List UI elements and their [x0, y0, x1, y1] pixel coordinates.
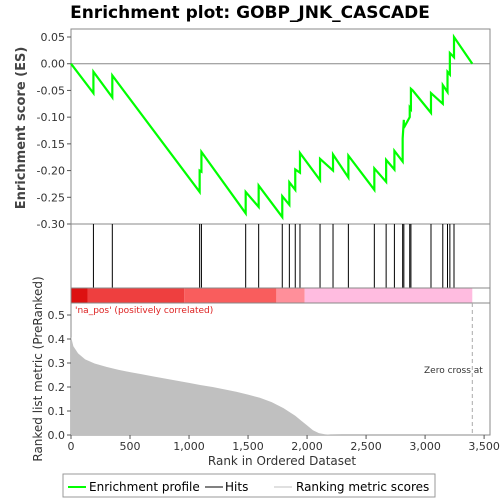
- metric-xtick-label: 0: [68, 440, 75, 453]
- es-ytick-label: -0.20: [37, 165, 65, 178]
- es-ytick-label: -0.30: [37, 218, 65, 231]
- heat-segment: [184, 288, 277, 303]
- heat-segment: [71, 288, 88, 303]
- es-ytick-label: -0.05: [37, 84, 65, 97]
- metric-panel: 'na_pos' (positively correlated) Zero cr…: [31, 276, 500, 468]
- metric-ylabel: Ranked list metric (PreRanked): [31, 276, 45, 461]
- metric-xtick-label: 500: [120, 440, 141, 453]
- heat-segment: [276, 288, 305, 303]
- metric-ytick-label: 0.2: [48, 381, 66, 394]
- heat-segment: [304, 288, 473, 303]
- metric-ytick-label: 0.0: [48, 429, 66, 442]
- metric-xtick-label: 3,500: [468, 440, 500, 453]
- es-ytick-label: 0.00: [41, 58, 66, 71]
- es-ytick-label: -0.25: [37, 191, 65, 204]
- metric-xtick-label: 3,000: [409, 440, 441, 453]
- hits-panel: [70, 223, 491, 289]
- legend: Enrichment profile Hits Ranking metric s…: [62, 473, 436, 498]
- es-ytick-label: 0.05: [41, 31, 66, 44]
- metric-xtick-label: 1,000: [173, 440, 205, 453]
- metric-xlabel: Rank in Ordered Dataset: [208, 454, 356, 468]
- enrichment-profile-line: [70, 33, 474, 221]
- es-ytick-label: -0.10: [37, 111, 65, 124]
- legend-label-enrichment: Enrichment profile: [89, 480, 200, 494]
- metric-xtick-label: 2,000: [291, 440, 323, 453]
- metric-xtick-label: 1,500: [232, 440, 264, 453]
- legend-label-hits: Hits: [225, 480, 248, 494]
- rank-heatmap-bar: [70, 287, 491, 304]
- heat-segment: [87, 288, 185, 303]
- es-ytick-label: -0.15: [37, 138, 65, 151]
- chart-title: Enrichment plot: GOBP_JNK_CASCADE: [70, 3, 430, 23]
- metric-ytick-label: 0.4: [48, 333, 66, 346]
- metric-ytick-label: 0.5: [48, 309, 66, 322]
- ranking-metric-area: [71, 336, 473, 435]
- positive-correlation-label: 'na_pos' (positively correlated): [75, 306, 213, 316]
- es-panel: 0.05 0.00 -0.05 -0.10 -0.15 -0.20 -0.25 -0.30 E…: [14, 28, 491, 231]
- metric-ytick-label: 0.1: [48, 405, 66, 418]
- es-ylabel: Enrichment score (ES): [14, 47, 29, 210]
- metric-xtick-label: 2,500: [350, 440, 382, 453]
- zero-cross-label: Zero cross at: [424, 366, 483, 376]
- legend-label-metric: Ranking metric scores: [296, 480, 429, 494]
- metric-ytick-label: 0.3: [48, 357, 66, 370]
